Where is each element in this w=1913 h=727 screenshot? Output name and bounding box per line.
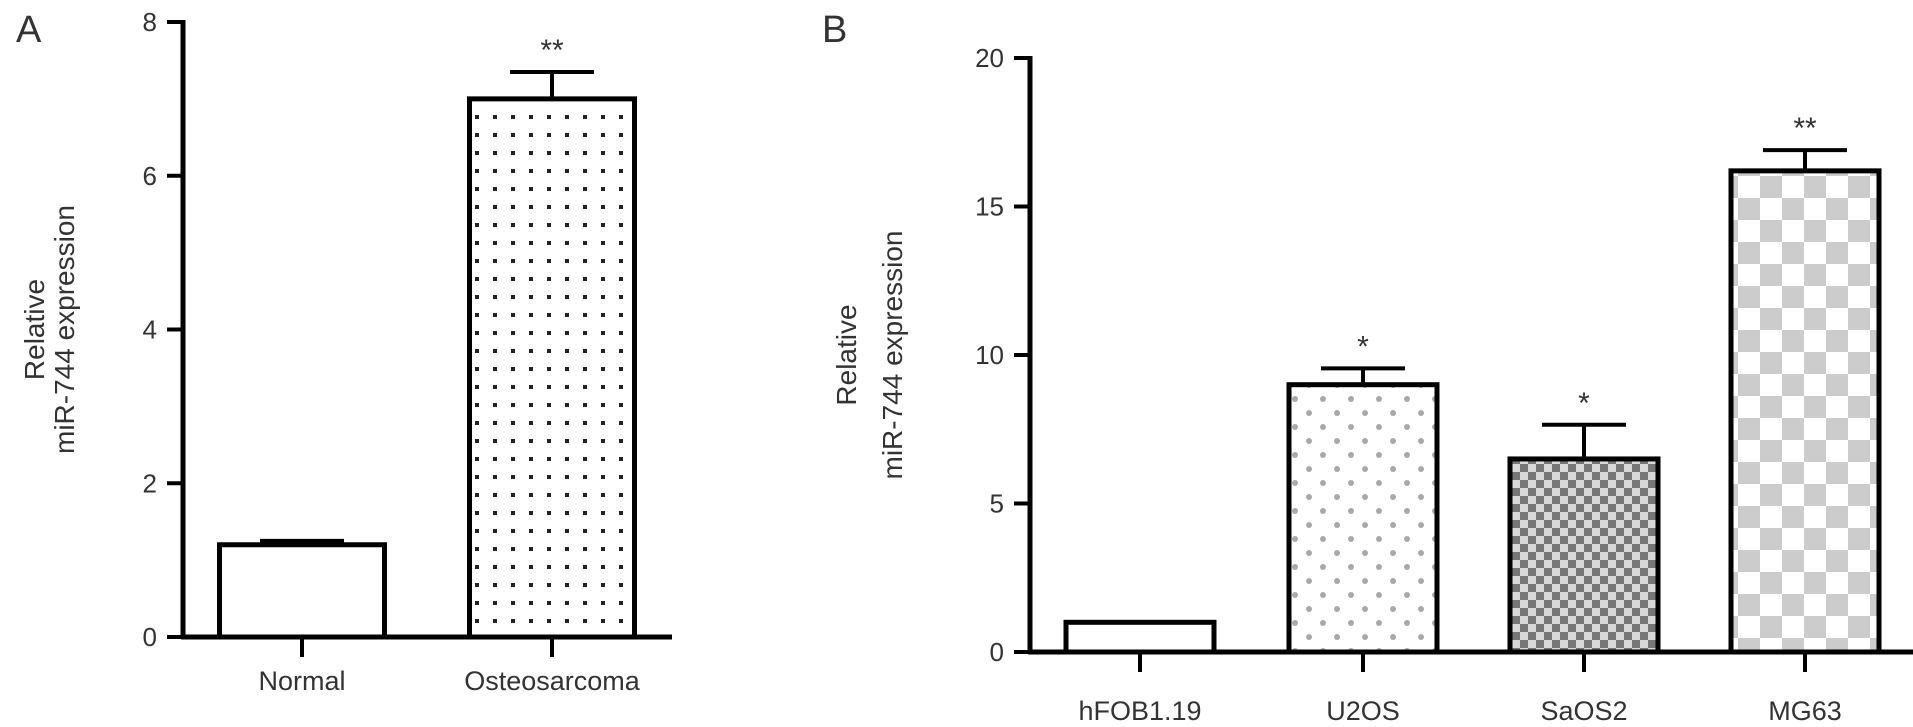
panel-a-significance-osteosarcoma: ** [540,34,564,67]
panel-b-y-tick-label: 0 [990,637,1004,667]
panel-a-y-axis-title-line1: Relative [19,279,50,380]
panel-a-bar-osteosarcoma [467,96,637,640]
panel-b-bar-saos2 [1507,456,1661,655]
panel-a-y-tick-label: 4 [143,315,157,345]
panel-a-category-label-normal: Normal [258,666,345,696]
panel-a-y-axis-title-line2: miR-744 expression [49,205,80,454]
panel-a-letter: A [16,9,42,51]
panel-b-y-axis-title-line1: Relative [831,304,862,405]
panel-b-bar-u2os [1286,382,1440,655]
panel-a-y-tick-label: 0 [143,622,157,652]
panel-b-y-tick-label: 20 [975,43,1004,73]
panel-b-bar-mg63 [1728,168,1882,655]
panel-a-category-label-osteosarcoma: Osteosarcoma [464,666,641,696]
panel-a-y-tick-label: 2 [143,468,157,498]
panel-a-y-tick-label: 6 [143,161,157,191]
panel-b-letter: B [822,9,847,51]
panel-b-y-tick-label: 15 [975,192,1004,222]
panel-b-y-axis-title-line2: miR-744 expression [877,231,908,480]
panel-b-category-label-mg63: MG63 [1768,696,1842,726]
panel-b-category-label-hfob1-19: hFOB1.19 [1078,696,1201,726]
panel-b-bar-hfob1-19 [1063,619,1217,655]
panel-b-category-label-u2os: U2OS [1326,696,1400,726]
panel-b-significance-saos2: * [1578,387,1590,420]
panel-b-chart: 0 5 10 15 20 Relative miR-744 expression hFOB1.… [831,43,1913,726]
panel-a-bar-normal [217,542,387,640]
panel-b-category-label-saos2: SaOS2 [1540,696,1627,726]
panel-a-chart: 0 2 4 6 8 Relative miR-744 expression Normal Ost… [19,7,672,696]
panel-b-y-tick-label: 5 [990,489,1004,519]
panel-b-significance-mg63: ** [1793,112,1817,145]
panel-b-significance-u2os: * [1357,330,1369,363]
panel-a-y-tick-label: 8 [143,7,157,37]
panel-b-y-tick-label: 10 [975,340,1004,370]
